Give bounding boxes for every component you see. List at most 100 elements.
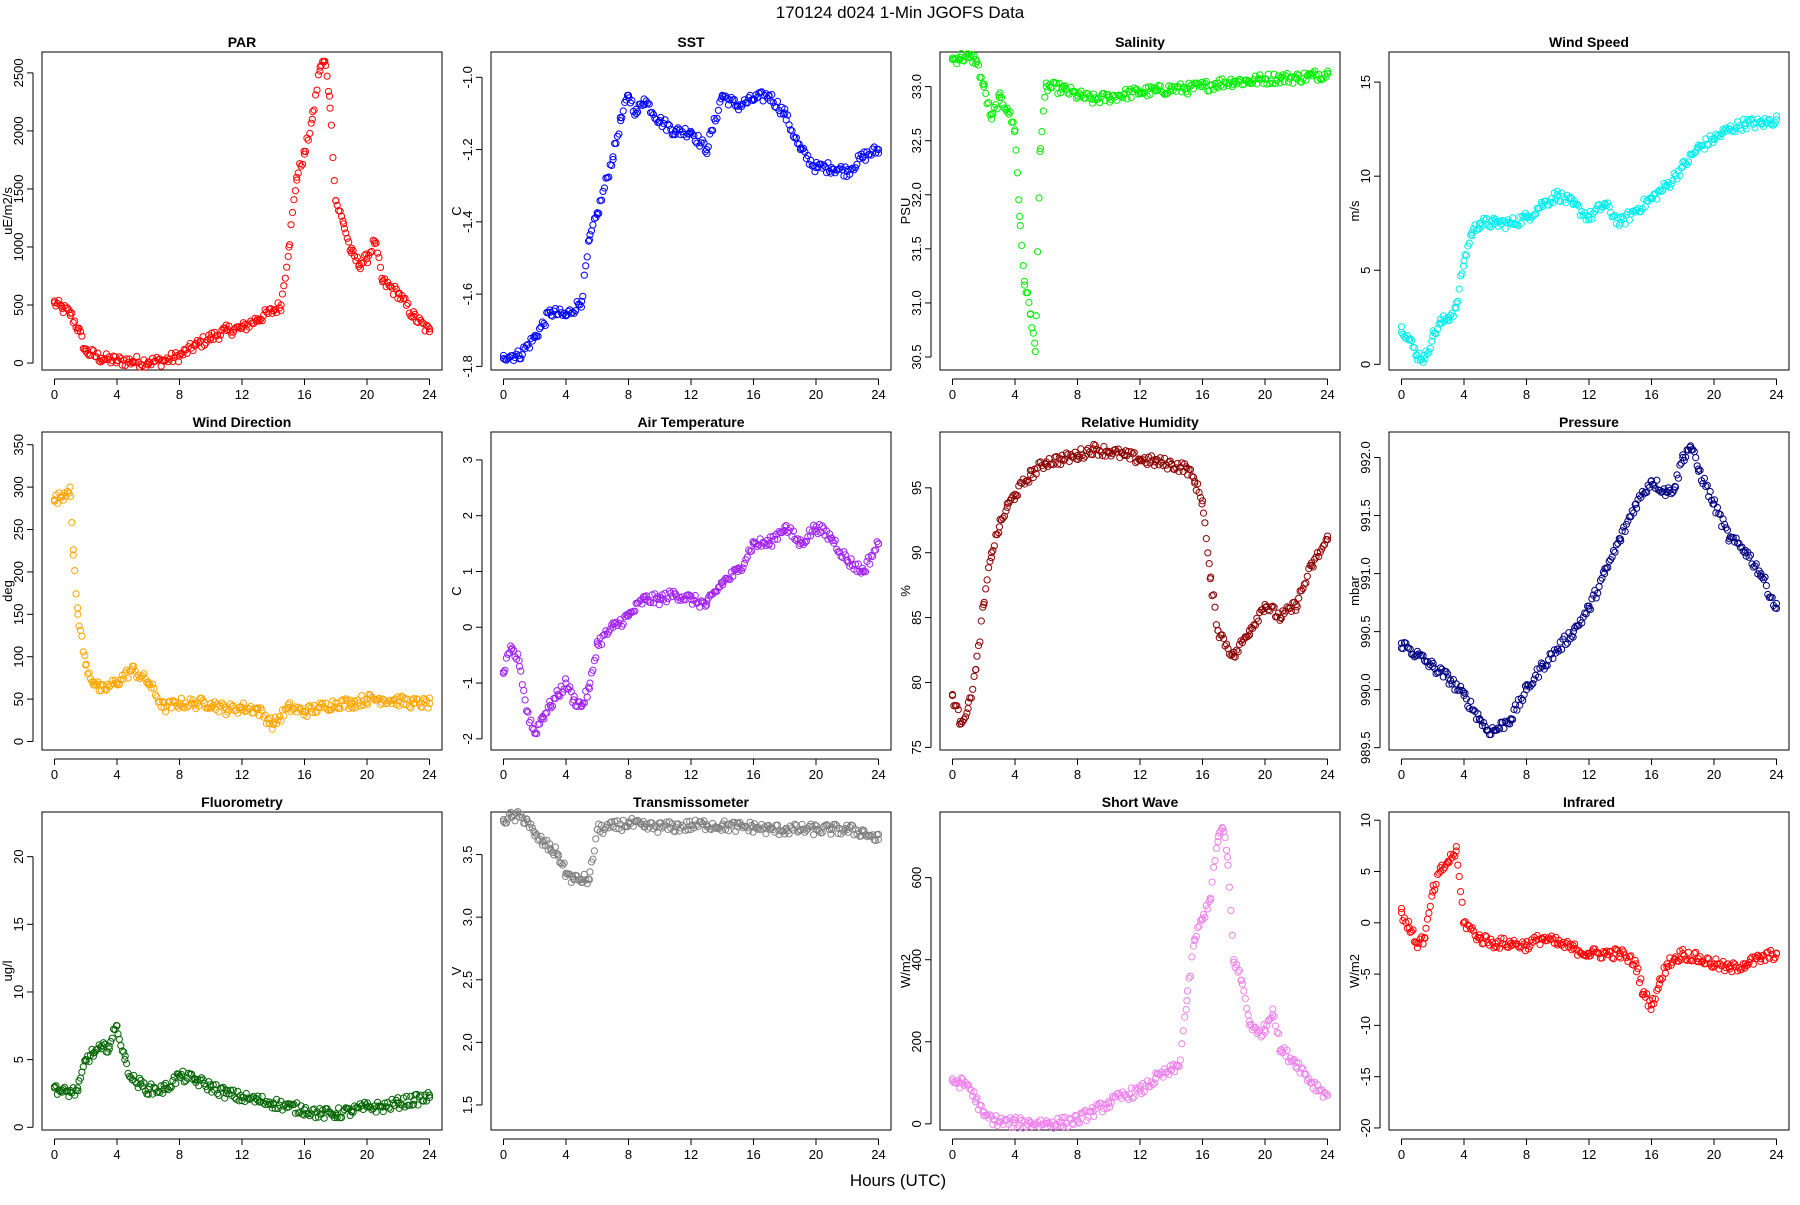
- x-tick-label: 12: [235, 387, 249, 402]
- data-point: [332, 1110, 340, 1118]
- data-point: [640, 595, 648, 604]
- data-point: [1419, 358, 1427, 366]
- data-point: [356, 265, 364, 273]
- panel-title: Wind Speed: [1549, 34, 1629, 50]
- data-point: [1585, 950, 1593, 958]
- data-point: [1013, 169, 1022, 177]
- x-tick-label: 4: [113, 387, 120, 402]
- data-point: [123, 355, 131, 363]
- data-point: [74, 1087, 82, 1095]
- series-points: [50, 1021, 434, 1122]
- data-point: [514, 347, 522, 355]
- data-point: [1565, 194, 1573, 203]
- data-point: [160, 357, 168, 365]
- data-point: [50, 299, 59, 307]
- data-point: [337, 212, 346, 220]
- panel-title: Short Wave: [1102, 794, 1179, 810]
- data-point: [1219, 824, 1227, 833]
- x-tick-label: 16: [297, 767, 311, 782]
- data-point: [615, 130, 623, 138]
- x-tick-label: 4: [1011, 767, 1018, 782]
- data-point: [987, 554, 996, 562]
- data-point: [1021, 281, 1029, 289]
- data-point: [1042, 1119, 1050, 1127]
- data-point: [1212, 844, 1221, 852]
- data-point: [750, 820, 759, 828]
- y-tick-label: 989.5: [1358, 731, 1373, 764]
- data-point: [851, 560, 860, 568]
- data-point: [739, 564, 747, 572]
- data-point: [644, 99, 652, 107]
- data-point: [238, 1093, 246, 1102]
- data-point: [1418, 933, 1426, 941]
- data-point: [1183, 997, 1191, 1005]
- data-point: [1012, 146, 1020, 154]
- data-point: [583, 253, 591, 261]
- data-point: [308, 115, 316, 123]
- data-point: [1285, 78, 1293, 86]
- data-point: [572, 307, 580, 315]
- data-point: [665, 121, 674, 129]
- data-point: [1708, 496, 1716, 504]
- data-point: [1468, 924, 1476, 932]
- data-point: [1136, 455, 1144, 463]
- data-point: [410, 699, 418, 708]
- data-point: [213, 331, 222, 339]
- data-point: [58, 492, 66, 500]
- x-tick-label: 4: [562, 767, 569, 782]
- data-point: [1195, 488, 1203, 497]
- data-point: [1425, 348, 1433, 356]
- data-point: [1211, 603, 1219, 611]
- y-tick-label: 300: [11, 476, 26, 498]
- data-point: [1596, 576, 1605, 585]
- data-point: [956, 1079, 964, 1087]
- data-point: [1270, 70, 1278, 78]
- data-point: [90, 678, 98, 686]
- data-point: [118, 361, 126, 369]
- y-tick-label: 5: [11, 1056, 26, 1063]
- data-point: [1633, 968, 1641, 976]
- data-point: [656, 595, 664, 604]
- data-point: [1601, 950, 1609, 958]
- plot-frame: [41, 811, 443, 1131]
- data-point: [1089, 96, 1097, 104]
- x-tick-label: 20: [809, 767, 823, 782]
- y-tick-label: 33.0: [909, 74, 924, 99]
- data-point: [525, 824, 534, 832]
- data-point: [332, 197, 340, 205]
- panel-10: Short Wave W/m2 0 4 8 12 16 20 24 0 200 400 600: [898, 794, 1341, 1162]
- data-point: [585, 237, 593, 245]
- data-point: [988, 115, 996, 123]
- x-tick-label: 20: [809, 1147, 823, 1162]
- data-point: [1186, 972, 1195, 980]
- data-point: [1460, 257, 1468, 265]
- data-point: [592, 654, 600, 662]
- data-point: [1723, 526, 1732, 534]
- data-point: [798, 820, 806, 829]
- data-point: [1269, 1005, 1277, 1013]
- data-point: [546, 840, 554, 848]
- data-point: [1586, 605, 1595, 614]
- y-tick-label: 990.0: [1358, 673, 1373, 706]
- data-point: [580, 271, 588, 279]
- y-tick-label: 15: [11, 917, 26, 931]
- data-point: [1244, 1011, 1252, 1019]
- plot-frame: [490, 51, 892, 371]
- data-point: [1647, 477, 1656, 485]
- data-point: [511, 817, 519, 825]
- data-point: [1220, 634, 1228, 643]
- y-tick-label: -5: [1358, 968, 1373, 980]
- data-point: [75, 622, 83, 630]
- data-point: [1621, 220, 1629, 228]
- data-point: [1757, 570, 1765, 578]
- data-point: [114, 1030, 122, 1038]
- x-tick-label: 20: [1258, 387, 1272, 402]
- data-point: [566, 683, 574, 691]
- data-point: [1634, 965, 1642, 973]
- data-point: [1736, 966, 1745, 974]
- data-point: [515, 351, 523, 360]
- data-point: [310, 106, 318, 114]
- data-point: [972, 56, 980, 64]
- data-point: [410, 695, 418, 703]
- data-point: [980, 83, 988, 91]
